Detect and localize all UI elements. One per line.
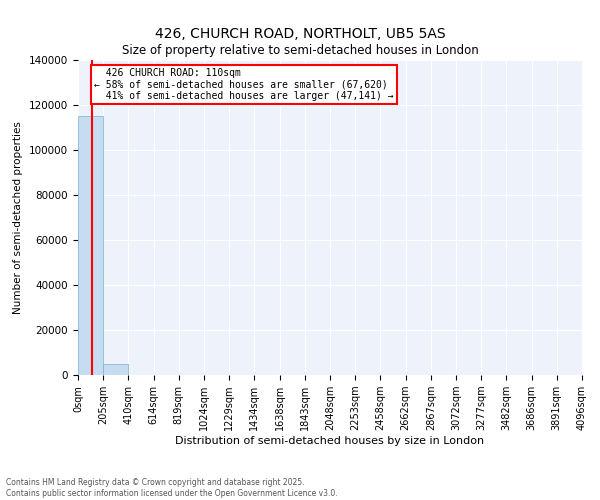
Text: 426 CHURCH ROAD: 110sqm
← 58% of semi-detached houses are smaller (67,620)
  41%: 426 CHURCH ROAD: 110sqm ← 58% of semi-de… xyxy=(94,68,394,101)
Text: Contains HM Land Registry data © Crown copyright and database right 2025.
Contai: Contains HM Land Registry data © Crown c… xyxy=(6,478,338,498)
Bar xyxy=(78,116,103,375)
X-axis label: Distribution of semi-detached houses by size in London: Distribution of semi-detached houses by … xyxy=(175,436,485,446)
Bar xyxy=(103,364,128,375)
Y-axis label: Number of semi-detached properties: Number of semi-detached properties xyxy=(13,121,23,314)
Text: Size of property relative to semi-detached houses in London: Size of property relative to semi-detach… xyxy=(122,44,478,57)
Text: 426, CHURCH ROAD, NORTHOLT, UB5 5AS: 426, CHURCH ROAD, NORTHOLT, UB5 5AS xyxy=(155,28,445,42)
